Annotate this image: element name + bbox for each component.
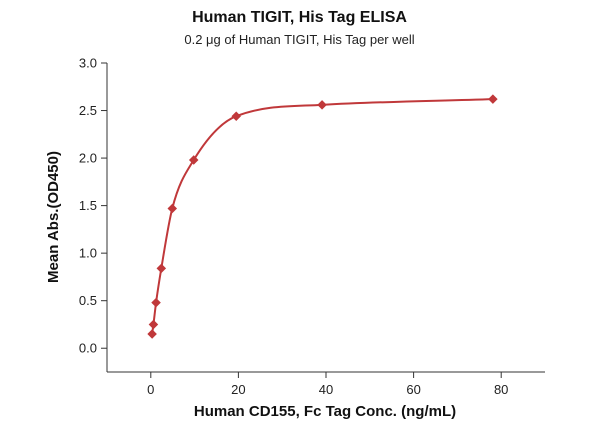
data-point [317,100,327,110]
data-point [167,203,178,214]
data-point [156,263,167,274]
y-ticks: 0.0 0.5 1.0 1.5 2.0 2.5 3.0 [79,56,107,356]
y-tick-label: 0.0 [79,341,97,356]
data-point [231,111,241,122]
data-points [147,94,498,339]
data-point [151,297,161,308]
y-axis-label: Mean Abs.(OD450) [45,151,62,283]
data-point [148,319,159,330]
x-tick-label: 40 [319,382,333,397]
chart-title: Human TIGIT, His Tag ELISA [192,9,407,26]
y-tick-label: 3.0 [79,56,97,71]
chart-subtitle: 0.2 μg of Human TIGIT, His Tag per well [184,32,414,47]
y-tick-label: 1.0 [79,246,97,261]
data-point [188,155,199,165]
x-tick-label: 20 [231,382,245,397]
y-tick-label: 2.5 [79,103,97,118]
fit-curve [151,98,493,335]
axes [106,63,545,373]
x-ticks: 0 20 40 60 80 [147,372,508,397]
x-tick-label: 0 [147,382,154,397]
data-point [147,329,157,339]
x-tick-label: 80 [494,382,508,397]
x-axis-label: Human CD155, Fc Tag Conc. (ng/mL) [194,403,456,420]
y-tick-label: 0.5 [79,293,97,308]
y-tick-label: 2.0 [79,151,97,166]
x-tick-label: 60 [406,382,420,397]
y-tick-label: 1.5 [79,198,97,213]
data-point [488,94,498,104]
